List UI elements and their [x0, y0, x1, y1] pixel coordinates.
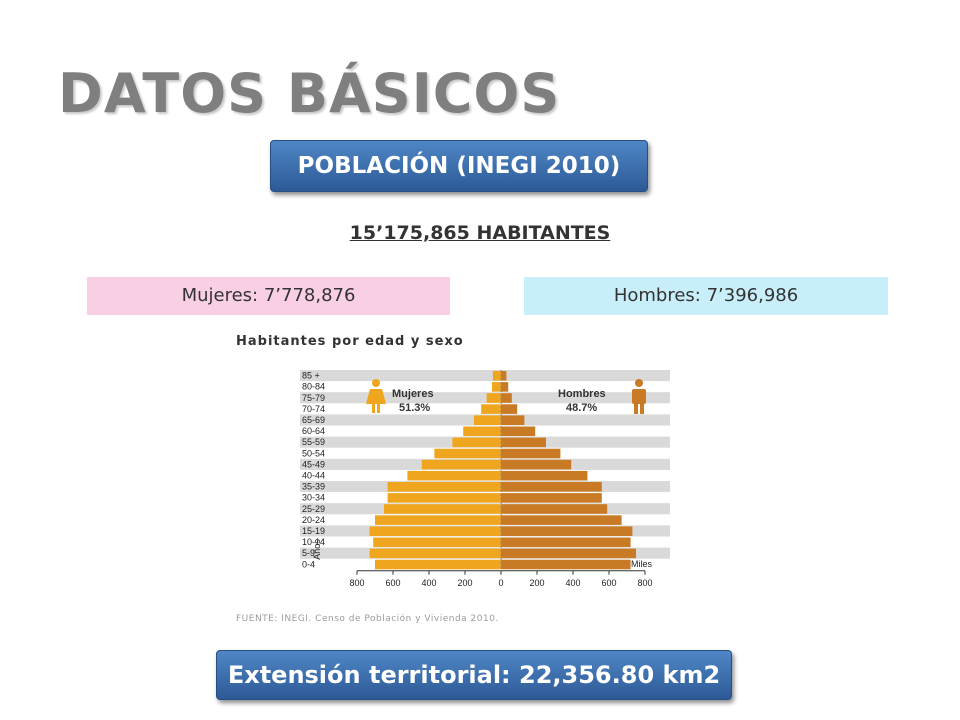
bar-hombres	[501, 437, 546, 448]
bar-hombres	[501, 426, 536, 437]
bar-hombres	[501, 504, 608, 514]
bar-mujeres	[387, 482, 501, 492]
bar-mujeres	[375, 559, 501, 570]
bar-hombres	[501, 526, 633, 536]
y-axis-label: Años	[312, 539, 322, 560]
male-icon-leg	[634, 404, 638, 414]
male-icon-leg	[640, 404, 644, 414]
x-tick-label: 800	[349, 578, 364, 588]
bar-mujeres	[369, 548, 501, 559]
chart-title: Habitantes por edad y sexo	[236, 334, 464, 349]
bar-mujeres	[474, 415, 501, 425]
x-tick-label: 0	[498, 578, 503, 588]
bar-mujeres	[492, 382, 501, 392]
age-label: 35-39	[302, 482, 325, 492]
bar-hombres	[501, 515, 622, 525]
bar-mujeres	[486, 393, 501, 403]
bar-mujeres	[375, 515, 501, 525]
bar-hombres	[501, 371, 507, 381]
male-icon-body	[632, 389, 646, 404]
population-pyramid-chart: 0-45-910-1415-1920-2425-2930-3435-3940-4…	[300, 370, 670, 588]
bar-mujeres	[492, 371, 501, 381]
bar-hombres	[501, 493, 602, 503]
grid-band	[300, 392, 670, 404]
bar-mujeres	[407, 470, 501, 481]
x-tick-label: 400	[565, 578, 580, 588]
bar-hombres	[501, 482, 602, 492]
bar-hombres	[501, 559, 631, 570]
bar-mujeres	[373, 537, 501, 548]
age-label: 0-4	[302, 559, 315, 569]
bar-hombres	[501, 404, 518, 414]
bar-mujeres	[369, 526, 501, 536]
age-label: 50-54	[302, 448, 325, 458]
grid-band	[300, 370, 670, 382]
legend-mujeres-name: Mujeres	[392, 388, 434, 400]
female-icon-head	[372, 379, 380, 387]
age-label: 45-49	[302, 459, 325, 469]
x-tick-label: 200	[529, 578, 544, 588]
bar-hombres	[501, 382, 509, 392]
chart-source: FUENTE: INEGI. Censo de Población y Vivi…	[236, 614, 499, 624]
female-icon-leg	[372, 404, 375, 413]
bar-mujeres	[384, 504, 501, 514]
x-tick-label: 200	[457, 578, 472, 588]
age-label: 40-44	[302, 471, 325, 481]
mujeres-count-box: Mujeres: 7’778,876	[87, 277, 450, 315]
age-label: 55-59	[302, 437, 325, 447]
female-icon-leg	[377, 404, 380, 413]
bar-hombres	[501, 393, 512, 403]
age-label: 80-84	[302, 382, 325, 392]
age-label: 65-69	[302, 415, 325, 425]
bar-mujeres	[421, 459, 501, 470]
bar-mujeres	[434, 448, 501, 459]
age-label: 30-34	[302, 493, 325, 503]
bar-hombres	[501, 537, 631, 548]
female-icon-body	[366, 389, 386, 404]
bar-mujeres	[481, 404, 501, 414]
hombres-count-box: Hombres: 7’396,986	[524, 277, 888, 315]
age-label: 20-24	[302, 515, 325, 525]
age-label: 70-74	[302, 404, 325, 414]
x-tick-label: 600	[385, 578, 400, 588]
age-label: 15-19	[302, 526, 325, 536]
bar-mujeres	[463, 426, 501, 437]
bar-mujeres	[387, 493, 501, 503]
age-label: 85 +	[302, 371, 320, 381]
age-label: 60-64	[302, 426, 325, 436]
bar-hombres	[501, 459, 572, 470]
bar-mujeres	[452, 437, 501, 448]
legend-hombres-percent: 48.7%	[566, 402, 597, 414]
bar-hombres	[501, 415, 525, 425]
age-label: 75-79	[302, 393, 325, 403]
x-unit-label: Miles	[631, 559, 653, 569]
poblacion-header: POBLACIÓN (INEGI 2010)	[270, 140, 648, 192]
legend-hombres-name: Hombres	[558, 388, 606, 400]
total-habitantes: 15’175,865 HABITANTES	[349, 222, 611, 244]
age-label: 25-29	[302, 504, 325, 514]
x-tick-label: 400	[421, 578, 436, 588]
legend-mujeres-percent: 51.3%	[399, 402, 430, 414]
bar-hombres	[501, 448, 561, 459]
bar-hombres	[501, 548, 636, 559]
bar-hombres	[501, 470, 588, 481]
male-icon-head	[635, 379, 643, 387]
x-tick-label: 800	[637, 578, 652, 588]
x-tick-label: 600	[601, 578, 616, 588]
age-label: 10-14	[302, 537, 325, 547]
slide-title: DATOS BÁSICOS	[58, 62, 561, 125]
age-label: 5-9	[302, 548, 315, 558]
extension-territorial-box: Extensión territorial: 22,356.80 km2	[216, 650, 732, 700]
